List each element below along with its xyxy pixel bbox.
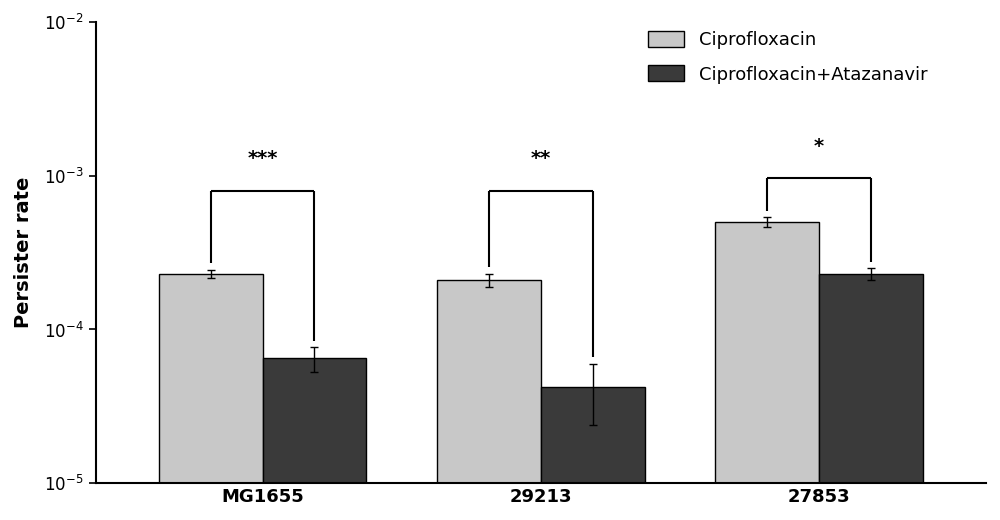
Bar [541, 387, 645, 520]
Text: ***: *** [247, 149, 278, 168]
Y-axis label: Persister rate: Persister rate [14, 177, 33, 328]
Bar [263, 358, 366, 520]
Text: **: ** [531, 149, 551, 168]
Legend: Ciprofloxacin, Ciprofloxacin+Atazanavir: Ciprofloxacin, Ciprofloxacin+Atazanavir [639, 22, 936, 93]
Bar [715, 222, 819, 520]
Bar [819, 274, 923, 520]
Text: *: * [814, 137, 824, 156]
Bar [437, 280, 541, 520]
Bar [159, 274, 263, 520]
